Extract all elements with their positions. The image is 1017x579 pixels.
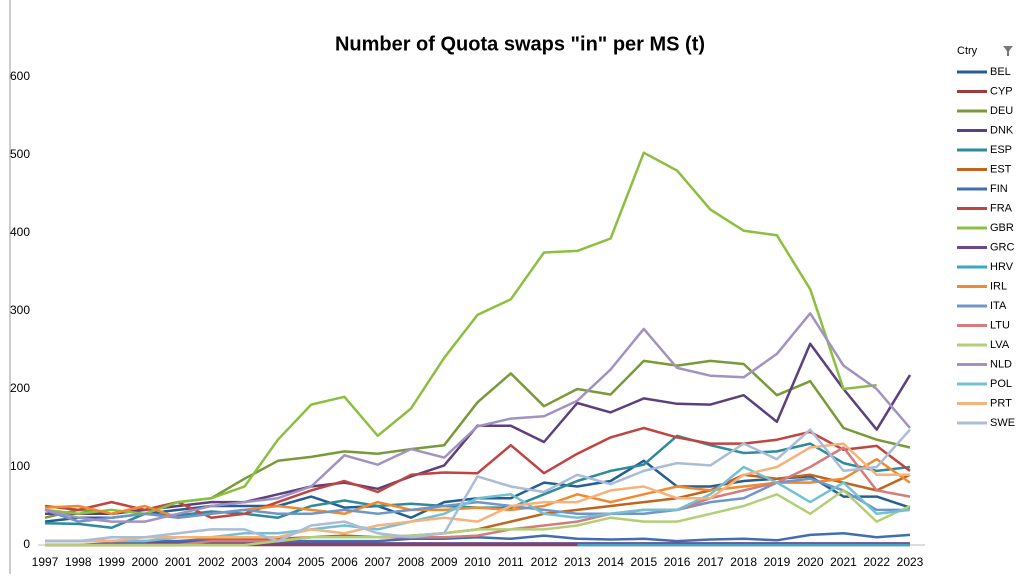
series-line: [45, 428, 911, 543]
series-line: [45, 446, 911, 547]
series-line: [44, 477, 910, 523]
x-tick-label: 2012: [531, 555, 558, 569]
legend-label: ESP: [990, 144, 1012, 156]
x-tick-label: 2004: [265, 555, 292, 569]
legend-title: Ctry: [957, 45, 978, 57]
x-tick-label: 2016: [664, 555, 691, 569]
legend-label: DEU: [990, 105, 1013, 117]
x-tick-label: 2013: [564, 555, 591, 569]
x-tick-label: 2020: [797, 555, 824, 569]
x-tick-label: 2022: [863, 555, 890, 569]
series-line: [45, 489, 911, 547]
legend-label: LTU: [990, 319, 1010, 331]
x-tick-label: 2018: [730, 555, 757, 569]
x-tick-label: 1998: [65, 555, 92, 569]
x-tick-label: 1999: [98, 555, 125, 569]
x-tick-label: 2001: [165, 555, 192, 569]
x-tick-label: 2008: [398, 555, 425, 569]
legend-label: FRA: [990, 202, 1013, 214]
legend-label: GRC: [990, 241, 1015, 253]
x-tick-label: 2003: [231, 555, 258, 569]
x-tick-label: 2006: [331, 555, 358, 569]
series-line: [44, 312, 911, 523]
x-tick-label: 2007: [364, 555, 391, 569]
legend-label: NLD: [990, 358, 1012, 370]
legend-label: PRT: [990, 397, 1012, 409]
legend-label: IRL: [990, 280, 1007, 292]
legend-label: POL: [990, 378, 1012, 390]
y-tick-label: 0: [23, 537, 30, 551]
x-tick-label: 2015: [630, 555, 657, 569]
y-tick-label: 500: [10, 147, 30, 161]
legend-label: HRV: [990, 261, 1014, 273]
legend-header[interactable]: [952, 40, 1017, 62]
chart-title: Number of Quota swaps "in" per MS (t): [335, 33, 705, 55]
x-tick-label: 2023: [897, 555, 924, 569]
legend-label: EST: [990, 163, 1012, 175]
legend-label: DNK: [990, 124, 1014, 136]
series-line: [45, 532, 911, 543]
series-line: [44, 457, 911, 519]
legend-label: GBR: [990, 222, 1014, 234]
series-line: [45, 442, 910, 543]
x-tick-label: 2005: [298, 555, 325, 569]
series-line: [44, 459, 911, 523]
legend-label: CYP: [990, 85, 1013, 97]
legend-label: FIN: [990, 183, 1008, 195]
x-tick-label: 2000: [131, 555, 158, 569]
x-tick-label: 2021: [830, 555, 857, 569]
x-tick-label: 2017: [697, 555, 724, 569]
legend-label: ITA: [990, 300, 1007, 312]
legend-label: LVA: [990, 339, 1010, 351]
x-tick-label: 2019: [764, 555, 791, 569]
x-tick-label: 2010: [464, 555, 491, 569]
y-tick-label: 600: [10, 69, 30, 83]
x-tick-label: 2002: [198, 555, 225, 569]
legend-label: BEL: [990, 66, 1011, 78]
x-tick-label: 2014: [597, 555, 624, 569]
y-tick-label: 400: [10, 225, 30, 239]
series-line: [45, 342, 912, 516]
filter-icon[interactable]: [1003, 46, 1013, 56]
y-tick-label: 300: [10, 303, 30, 317]
series-line: [44, 151, 877, 516]
x-tick-label: 2011: [498, 555, 524, 569]
series-line: [44, 426, 911, 519]
legend-label: SWE: [990, 417, 1015, 429]
x-tick-label: 2009: [431, 555, 458, 569]
y-tick-label: 200: [10, 381, 30, 395]
y-tick-label: 100: [10, 459, 30, 473]
x-tick-label: 1997: [32, 555, 59, 569]
